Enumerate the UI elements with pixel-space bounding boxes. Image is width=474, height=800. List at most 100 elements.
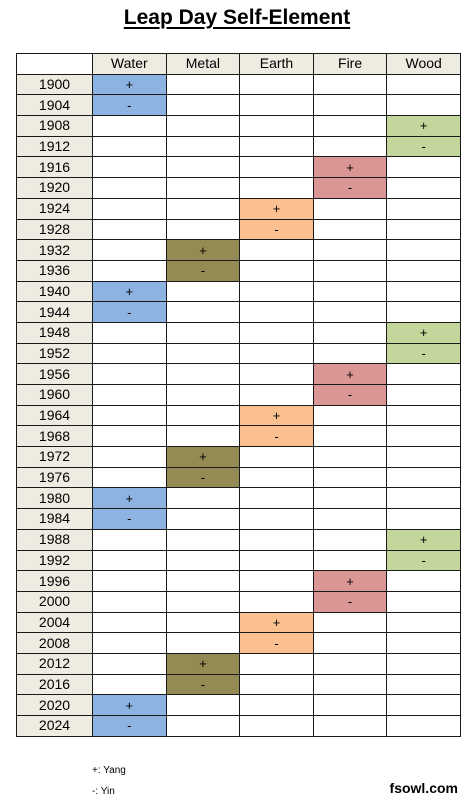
empty-cell (386, 570, 461, 592)
empty-cell (386, 156, 461, 179)
empty-cell (92, 115, 167, 137)
year-cell: 1940 (16, 280, 93, 303)
table-row: 1976 - (16, 466, 461, 489)
year-cell: 1972 (16, 446, 93, 468)
empty-cell (165, 197, 241, 220)
metal-polarity-mark: - (165, 673, 241, 696)
empty-cell (312, 218, 388, 241)
empty-cell (386, 590, 461, 613)
empty-cell (312, 611, 388, 634)
year-cell: 1932 (16, 239, 93, 261)
table-row: 1912 - (16, 135, 461, 158)
column-header-wood: Wood (386, 53, 461, 75)
empty-cell (92, 135, 167, 158)
empty-cell (92, 673, 167, 696)
empty-cell (239, 528, 314, 551)
year-cell: 1944 (16, 301, 93, 323)
empty-cell (386, 384, 461, 406)
table-row: 1936 - (16, 259, 461, 282)
empty-cell (165, 301, 241, 323)
wood-polarity-mark: - (386, 342, 461, 365)
wood-polarity-mark: - (386, 135, 461, 158)
empty-cell (239, 384, 314, 406)
table-row: 2000 - (16, 590, 461, 613)
metal-polarity-mark: - (165, 466, 241, 489)
table-row: 1956 + (16, 363, 461, 385)
year-cell: 2016 (16, 673, 93, 696)
year-cell: 1948 (16, 321, 93, 344)
table-row: 1924 + (16, 197, 461, 220)
water-polarity-mark: - (92, 301, 167, 323)
empty-cell (386, 404, 461, 427)
empty-cell (239, 508, 314, 530)
header-corner-cell (16, 53, 93, 75)
empty-cell (312, 115, 388, 137)
empty-cell (239, 177, 314, 199)
table-row: 2012 + (16, 652, 461, 675)
empty-cell (312, 135, 388, 158)
empty-cell (92, 611, 167, 634)
empty-cell (386, 508, 461, 530)
empty-cell (312, 94, 388, 117)
empty-cell (386, 611, 461, 634)
empty-cell (165, 508, 241, 530)
year-cell: 2020 (16, 694, 93, 716)
empty-cell (239, 239, 314, 261)
empty-cell (312, 549, 388, 572)
wood-polarity-mark: + (386, 115, 461, 137)
table-row: 1996 + (16, 570, 461, 592)
year-cell: 1980 (16, 487, 93, 510)
empty-cell (239, 115, 314, 137)
empty-cell (386, 425, 461, 448)
empty-cell (312, 508, 388, 530)
earth-polarity-mark: + (239, 404, 314, 427)
year-cell: 1924 (16, 197, 93, 220)
empty-cell (165, 632, 241, 654)
header-row: Water Metal Earth Fire Wood (16, 53, 461, 75)
empty-cell (165, 570, 241, 592)
table-row: 1920 - (16, 177, 461, 199)
earth-polarity-mark: + (239, 611, 314, 634)
table-row: 1932 + (16, 239, 461, 261)
empty-cell (165, 694, 241, 716)
empty-cell (165, 384, 241, 406)
table-row: 1952 - (16, 342, 461, 365)
year-cell: 2012 (16, 652, 93, 675)
empty-cell (312, 466, 388, 489)
empty-cell (92, 342, 167, 365)
empty-cell (92, 363, 167, 385)
water-polarity-mark: - (92, 715, 167, 737)
empty-cell (386, 259, 461, 282)
empty-cell (239, 280, 314, 303)
table-row: 2020 + (16, 694, 461, 716)
table-row: 1928 - (16, 218, 461, 241)
water-polarity-mark: - (92, 94, 167, 117)
earth-polarity-mark: - (239, 632, 314, 654)
water-polarity-mark: + (92, 487, 167, 510)
empty-cell (386, 632, 461, 654)
empty-cell (165, 528, 241, 551)
empty-cell (239, 570, 314, 592)
earth-polarity-mark: - (239, 218, 314, 241)
empty-cell (165, 135, 241, 158)
empty-cell (386, 94, 461, 117)
element-table: Water Metal Earth Fire Wood 1900 +1904-19… (16, 53, 461, 737)
empty-cell (165, 715, 241, 737)
year-cell: 1936 (16, 259, 93, 282)
table-row: 2004 + (16, 611, 461, 634)
empty-cell (312, 259, 388, 282)
empty-cell (92, 652, 167, 675)
table-row: 1972 + (16, 446, 461, 468)
empty-cell (386, 280, 461, 303)
empty-cell (386, 177, 461, 199)
legend-yin: -: Yin (92, 786, 115, 797)
empty-cell (92, 239, 167, 261)
table-row: 1940 + (16, 280, 461, 303)
empty-cell (386, 673, 461, 696)
empty-cell (386, 715, 461, 737)
metal-polarity-mark: + (165, 652, 241, 675)
table-row: 1992 - (16, 549, 461, 572)
empty-cell (165, 156, 241, 179)
year-cell: 2008 (16, 632, 93, 654)
empty-cell (312, 446, 388, 468)
